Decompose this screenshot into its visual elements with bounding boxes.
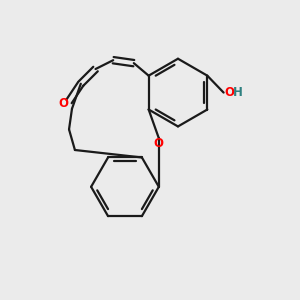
Text: O: O (225, 86, 235, 99)
Text: O: O (154, 137, 164, 150)
Text: O: O (59, 97, 69, 110)
Text: H: H (232, 86, 242, 99)
